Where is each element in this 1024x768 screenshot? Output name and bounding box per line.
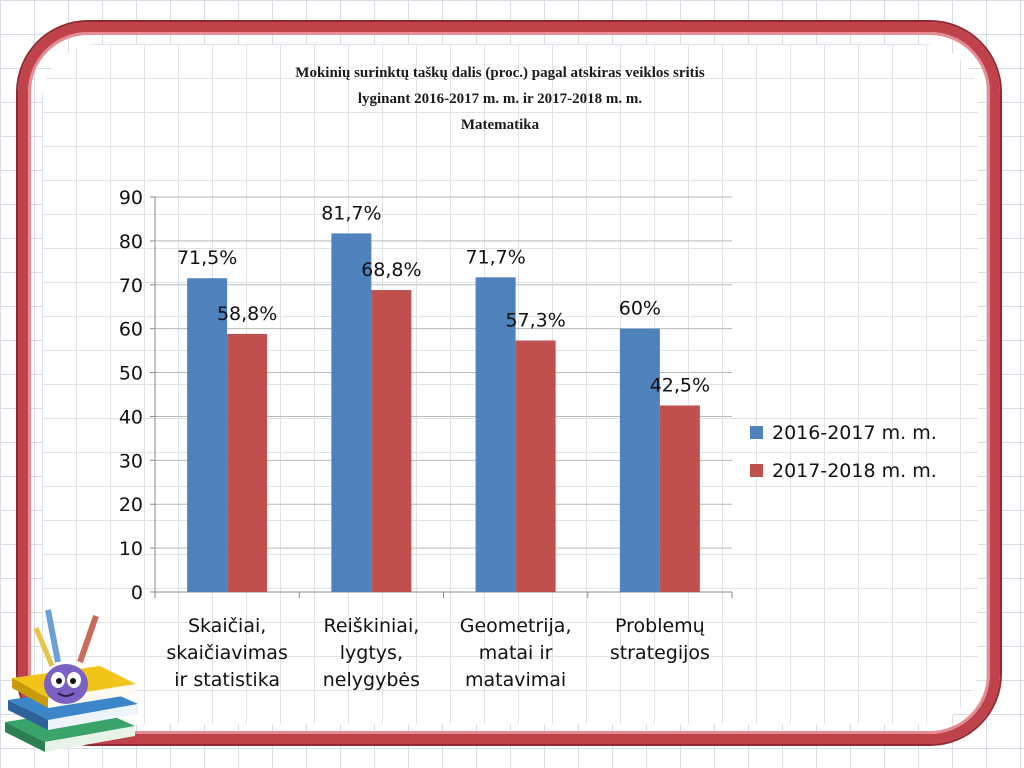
bar xyxy=(659,405,700,592)
y-tick-label: 60 xyxy=(119,319,143,341)
y-tick-label: 30 xyxy=(119,450,143,472)
x-category-label: Reiškiniai, xyxy=(323,615,419,637)
x-category-label: skaičiavimas xyxy=(166,642,287,664)
y-tick-label: 40 xyxy=(119,406,143,428)
data-label: 68,8% xyxy=(361,259,421,281)
books-mascot-illustration xyxy=(5,609,138,752)
bar xyxy=(187,278,228,592)
y-tick-label: 90 xyxy=(119,187,143,209)
x-category-label: strategijos xyxy=(610,642,710,664)
y-tick-label: 20 xyxy=(119,494,143,516)
data-label: 71,5% xyxy=(177,247,237,269)
bar xyxy=(475,277,516,592)
y-tick-label: 10 xyxy=(119,538,143,560)
chart-title-line-3: Matematika xyxy=(460,117,540,133)
x-category-label: matai ir xyxy=(479,642,553,664)
legend-entry: 2017-2018 m. m. xyxy=(772,460,937,482)
chart-title-line-1: Mokinių surinktų taškų dalis (proc.) pag… xyxy=(295,65,705,81)
data-label: 81,7% xyxy=(321,202,381,224)
book-stack-icon xyxy=(5,666,138,752)
chart-title: Mokinių surinktų taškų dalis (proc.) pag… xyxy=(150,60,850,138)
x-category-label: matavimai xyxy=(465,669,566,691)
data-label: 60% xyxy=(619,298,661,320)
chart-title-line-2: lyginant 2016-2017 m. m. ir 2017-2018 m.… xyxy=(357,91,643,107)
y-tick-label: 80 xyxy=(119,231,143,253)
bar xyxy=(227,333,268,592)
bar xyxy=(371,290,412,592)
data-label: 57,3% xyxy=(505,310,565,332)
data-label: 58,8% xyxy=(217,303,277,325)
slide-frame xyxy=(18,22,1000,744)
legend-swatch xyxy=(750,464,763,477)
bar xyxy=(619,328,660,592)
data-label: 71,7% xyxy=(465,246,525,268)
y-tick-label: 50 xyxy=(119,363,143,385)
x-category-label: lygtys, xyxy=(340,642,403,664)
x-category-label: Problemų xyxy=(615,615,705,637)
slide-inner-panel xyxy=(42,44,978,724)
legend-swatch xyxy=(750,426,763,439)
x-category-label: nelygybės xyxy=(323,669,420,691)
bar xyxy=(515,340,556,592)
pencil-icon xyxy=(33,609,99,667)
data-label: 42,5% xyxy=(650,374,710,396)
legend-entry: 2016-2017 m. m. xyxy=(772,422,937,444)
y-tick-label: 0 xyxy=(131,582,143,604)
bar xyxy=(331,233,372,592)
x-category-label: Geometrija, xyxy=(460,615,572,637)
cartoon-face-icon xyxy=(44,664,88,704)
y-tick-label: 70 xyxy=(119,275,143,297)
x-category-label: Skaičiai, xyxy=(188,615,266,637)
x-category-label: ir statistika xyxy=(174,669,280,691)
